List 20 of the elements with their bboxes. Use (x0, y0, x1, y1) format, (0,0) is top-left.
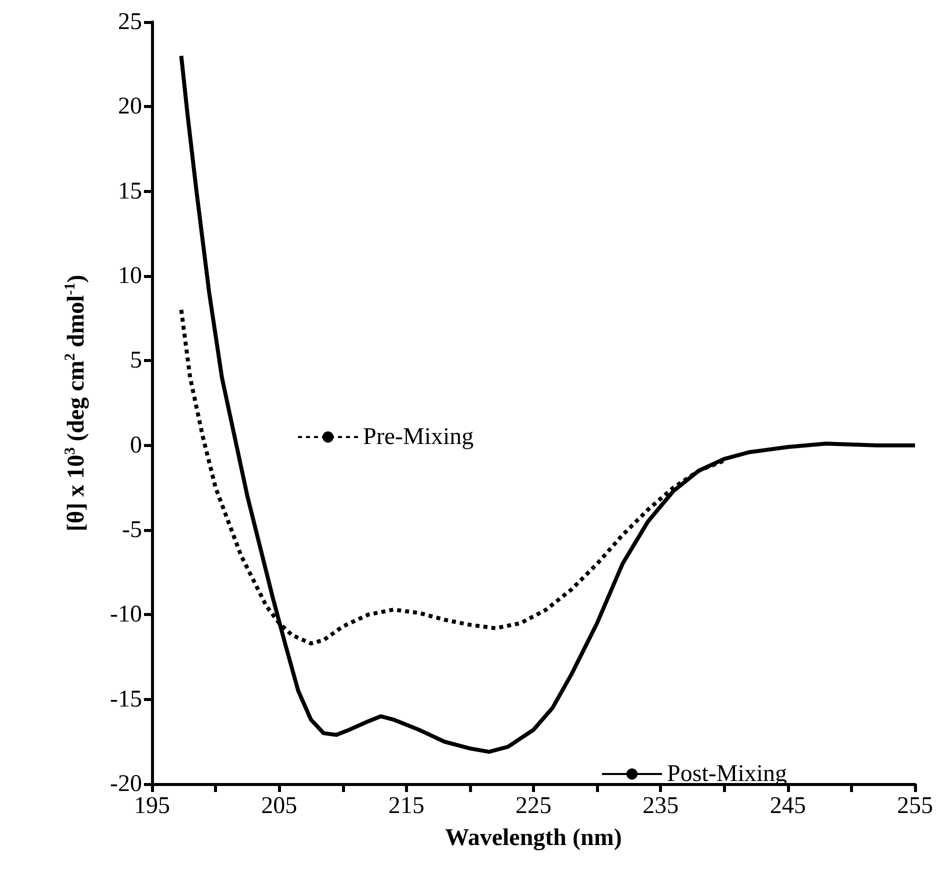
y-tick-label: 25 (118, 9, 142, 35)
x-tick-label: 215 (388, 793, 424, 819)
x-tick-label: 225 (516, 793, 552, 819)
legend-label: Post-Mixing (667, 761, 788, 787)
y-tick-label: 15 (118, 178, 142, 204)
y-tick-label: 0 (130, 432, 142, 458)
y-tick-label: -15 (110, 686, 142, 712)
y-axis-title: [θ] x 103 (deg cm2 dmol-1) (62, 274, 90, 532)
x-tick-label: 235 (642, 793, 679, 819)
x-axis-title: Wavelength (nm) (445, 825, 622, 851)
y-tick-label: 20 (118, 94, 142, 120)
legend-label: Pre-Mixing (363, 424, 474, 450)
line-series (179, 54, 917, 754)
x-tick-label: 245 (770, 793, 806, 819)
x-tick-label: 205 (261, 793, 298, 819)
y-tick-label: 5 (130, 348, 142, 374)
x-tick-label: 255 (897, 793, 933, 819)
y-tick-label: -10 (110, 602, 142, 628)
y-tick-label: 10 (118, 263, 142, 289)
y-tick-label: -5 (122, 517, 142, 543)
